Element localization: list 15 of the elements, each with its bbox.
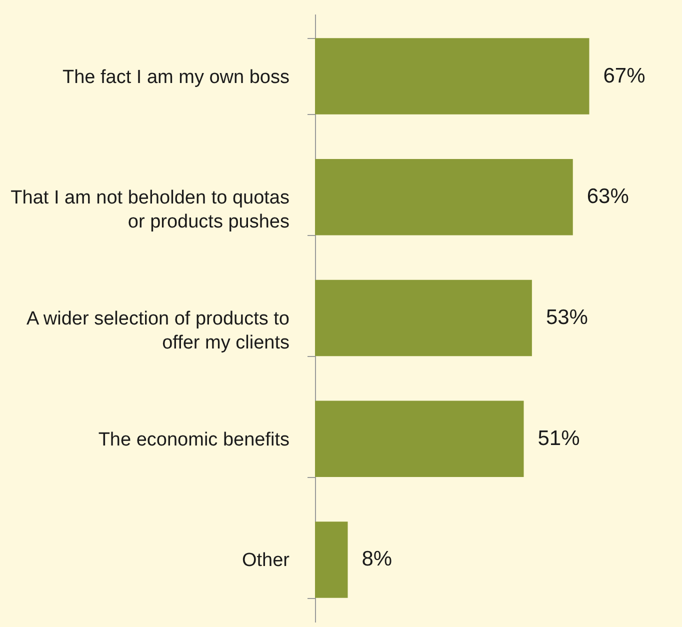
data-label: 67% xyxy=(603,64,646,88)
y-tick-label: Other xyxy=(242,550,290,572)
data-label: 51% xyxy=(538,426,580,450)
bar xyxy=(315,522,348,598)
data-label: 63% xyxy=(586,185,629,208)
bar xyxy=(315,280,532,356)
y-tick-label: The economic benefits xyxy=(98,429,290,450)
y-tick-label: The fact I am my own boss xyxy=(62,66,290,88)
bar xyxy=(315,38,590,114)
bar xyxy=(315,400,524,477)
y-tick-label: That I am not beholden to quotas or products pushes xyxy=(10,188,290,233)
y-tick-label: A wider selection of products to offer my clients xyxy=(26,308,290,354)
bar xyxy=(315,159,573,236)
data-label: 8% xyxy=(362,548,392,571)
data-label: 53% xyxy=(546,306,588,329)
